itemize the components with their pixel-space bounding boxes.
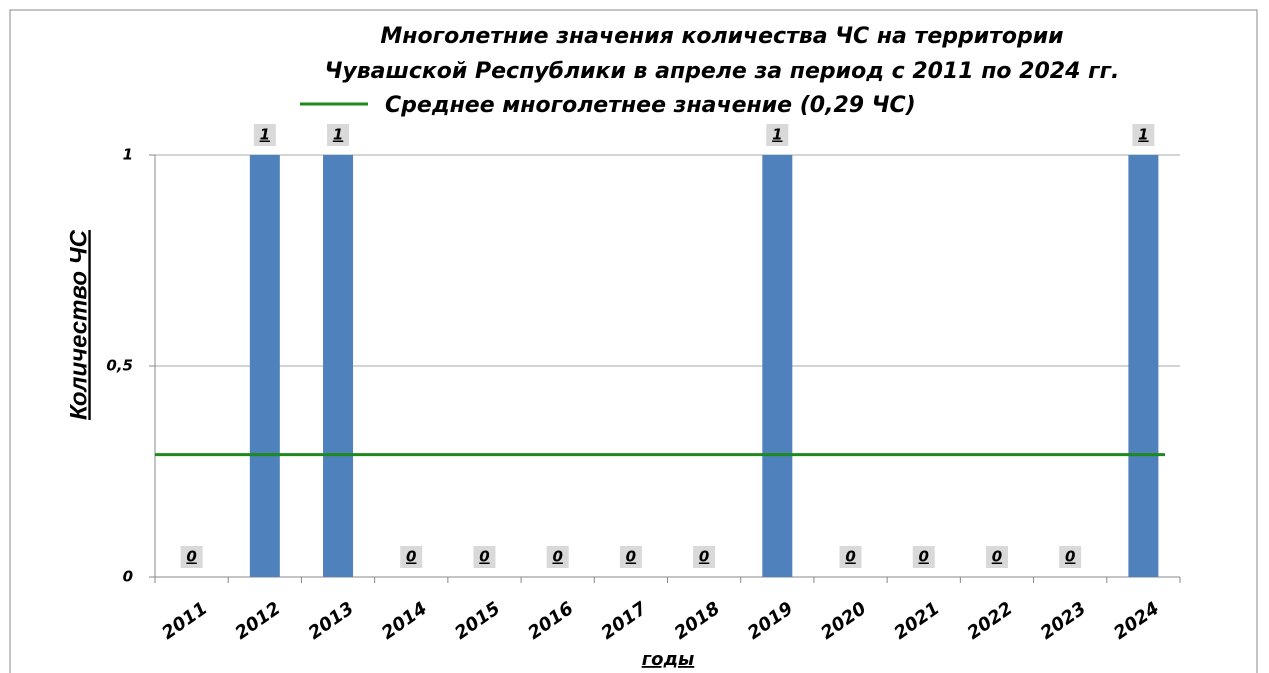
y-tick-label: 1 [123, 146, 133, 164]
data-label-box [546, 546, 569, 568]
x-tick-label: 2023 [1037, 598, 1090, 644]
data-label: 0 [845, 548, 855, 566]
chart-title: Многолетние значения количества ЧС на те… [380, 24, 1063, 49]
data-label-box [839, 546, 862, 568]
data-label-box [912, 546, 935, 568]
data-label-box [400, 546, 423, 568]
data-label: 1 [333, 126, 343, 144]
x-tick-label: 2018 [671, 598, 724, 644]
data-label: 0 [626, 548, 636, 566]
x-tick-label: 2022 [964, 598, 1017, 644]
y-tick-label: 0 [123, 568, 133, 586]
data-label-box [180, 546, 203, 568]
x-tick-label: 2017 [598, 598, 651, 644]
data-label: 0 [406, 548, 416, 566]
x-tick-label: 2024 [1110, 598, 1163, 644]
data-label-box [985, 546, 1008, 568]
data-label-box [1132, 124, 1155, 146]
bar [1128, 155, 1159, 577]
data-label-box [253, 124, 276, 146]
x-tick-label: 2020 [817, 598, 870, 644]
data-label-box [327, 124, 350, 146]
data-label-box [766, 124, 789, 146]
chart-title: Чувашской Республики в апреле за период … [325, 59, 1120, 84]
data-label: 1 [772, 126, 782, 144]
bar [762, 155, 793, 577]
data-label: 0 [1065, 548, 1075, 566]
data-label: 1 [260, 126, 270, 144]
y-tick-label: 0,5 [106, 357, 133, 375]
data-label: 0 [992, 548, 1002, 566]
x-tick-label: 2011 [158, 598, 211, 644]
x-tick-label: 2019 [744, 598, 797, 644]
data-label-box [693, 546, 716, 568]
data-label: 0 [479, 548, 489, 566]
data-label: 0 [699, 548, 709, 566]
x-tick-label: 2012 [231, 598, 284, 644]
x-axis-label: годы [642, 649, 695, 670]
x-tick-label: 2016 [524, 598, 577, 644]
bar [323, 155, 354, 577]
data-label-box [619, 546, 642, 568]
data-label: 0 [919, 548, 929, 566]
bar [249, 155, 280, 577]
x-tick-label: 2021 [890, 598, 943, 644]
x-tick-label: 2015 [451, 598, 504, 644]
x-tick-label: 2013 [305, 598, 358, 644]
y-axis-label: Количество ЧС [65, 229, 92, 420]
data-label: 0 [186, 548, 196, 566]
x-tick-label: 2014 [378, 598, 431, 644]
data-label-box [473, 546, 496, 568]
chart-frame [9, 9, 1258, 673]
data-label-box [1059, 546, 1082, 568]
legend-label: Среднее многолетнее значение (0,29 ЧС) [385, 93, 916, 118]
data-label: 0 [552, 548, 562, 566]
data-label: 1 [1138, 126, 1148, 144]
